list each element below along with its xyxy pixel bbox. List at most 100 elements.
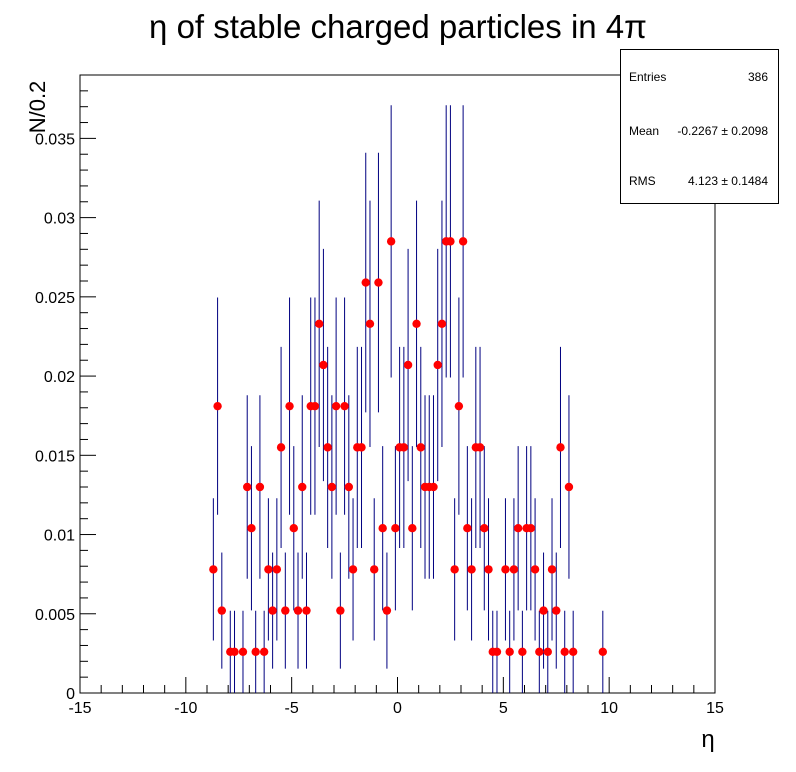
data-point bbox=[378, 524, 387, 533]
data-point bbox=[374, 278, 383, 287]
data-point bbox=[255, 482, 265, 492]
data-point bbox=[543, 647, 552, 656]
axis-ticks bbox=[79, 74, 716, 694]
stats-rms-value: 4.123 ± 0.1484 bbox=[688, 174, 768, 188]
data-point bbox=[314, 319, 324, 328]
stats-mean-row: Mean -0.2267 ± 0.2098 bbox=[629, 124, 768, 138]
data-point bbox=[213, 401, 222, 411]
data-point bbox=[416, 443, 425, 452]
data-point bbox=[331, 401, 341, 411]
data-point bbox=[386, 237, 396, 246]
data-point bbox=[412, 319, 421, 328]
data-point bbox=[243, 482, 252, 492]
stats-box: Entries 386 Mean -0.2267 ± 0.2098 RMS 4.… bbox=[620, 49, 779, 204]
data-point bbox=[217, 606, 227, 615]
data-point bbox=[463, 524, 472, 533]
y-tick-label: 0.025 bbox=[35, 290, 75, 307]
y-tick-label: 0.01 bbox=[44, 528, 75, 545]
data-point bbox=[357, 443, 366, 452]
x-tick-label: 15 bbox=[706, 700, 724, 717]
data-point bbox=[340, 401, 349, 411]
data-point bbox=[365, 319, 375, 328]
data-point bbox=[484, 565, 493, 574]
data-point bbox=[530, 565, 540, 574]
data-point bbox=[492, 647, 502, 656]
data-point bbox=[501, 565, 510, 574]
data-point bbox=[509, 565, 519, 574]
data-point bbox=[264, 565, 273, 574]
data-point bbox=[446, 237, 455, 246]
data-point bbox=[568, 647, 578, 656]
data-point bbox=[560, 647, 569, 656]
data-point bbox=[429, 482, 438, 492]
data-point bbox=[238, 647, 248, 656]
data-point bbox=[526, 524, 536, 533]
data-point bbox=[298, 482, 307, 492]
y-tick-label: 0.035 bbox=[35, 131, 75, 148]
data-point bbox=[344, 482, 354, 492]
data-point bbox=[437, 319, 447, 328]
y-tick-label: 0.015 bbox=[35, 448, 75, 465]
data-point bbox=[323, 443, 332, 452]
x-tick-label: 5 bbox=[499, 700, 508, 717]
data-point bbox=[403, 360, 413, 370]
data-point bbox=[505, 647, 514, 656]
data-point bbox=[535, 647, 544, 656]
data-point bbox=[433, 360, 442, 370]
data-point bbox=[247, 524, 256, 533]
data-point bbox=[370, 565, 379, 574]
data-point bbox=[552, 606, 561, 615]
data-point bbox=[348, 565, 358, 574]
data-point bbox=[285, 401, 294, 411]
data-point bbox=[327, 482, 337, 492]
x-tick-label: -5 bbox=[285, 700, 299, 717]
stats-mean-value: -0.2267 ± 0.2098 bbox=[677, 124, 768, 138]
data-point bbox=[564, 482, 574, 492]
data-point bbox=[302, 606, 311, 615]
data-point bbox=[268, 606, 277, 615]
data-point bbox=[293, 606, 303, 615]
y-axis-label: N/0.2 bbox=[25, 81, 50, 134]
x-axis-label: η bbox=[701, 726, 714, 753]
data-point bbox=[276, 443, 286, 452]
data-point bbox=[382, 606, 392, 615]
stats-entries-label: Entries bbox=[629, 70, 667, 84]
data-point bbox=[598, 647, 608, 656]
stats-rms-row: RMS 4.123 ± 0.1484 bbox=[629, 174, 768, 188]
data-point bbox=[281, 606, 290, 615]
x-tick-label: 0 bbox=[393, 700, 402, 717]
x-tick-label: 10 bbox=[600, 700, 618, 717]
data-markers bbox=[209, 237, 608, 656]
stats-entries-row: Entries 386 bbox=[629, 70, 768, 84]
data-point bbox=[480, 524, 489, 533]
x-tick-label: -15 bbox=[68, 700, 91, 717]
data-point bbox=[539, 606, 548, 615]
data-point bbox=[230, 647, 239, 656]
data-point bbox=[556, 443, 565, 452]
data-point bbox=[209, 565, 218, 574]
data-point bbox=[467, 565, 476, 574]
data-point bbox=[513, 524, 523, 533]
chart-title: η of stable charged particles in 4π bbox=[149, 8, 647, 45]
tick-labels: -15 -10 -5 0 5 10 15 0 0.005 0.01 0.015 0.02 0.025 0.… bbox=[35, 131, 724, 717]
data-point bbox=[475, 443, 485, 452]
data-point bbox=[272, 565, 282, 574]
stats-mean-label: Mean bbox=[629, 124, 660, 138]
stats-rms-label: RMS bbox=[629, 174, 656, 188]
data-point bbox=[289, 524, 298, 533]
data-point bbox=[361, 278, 370, 287]
error-bars bbox=[212, 105, 604, 693]
data-point bbox=[336, 606, 345, 615]
data-point bbox=[251, 647, 260, 656]
data-point bbox=[518, 647, 527, 656]
data-point bbox=[450, 565, 459, 574]
data-point bbox=[259, 647, 269, 656]
data-point bbox=[399, 443, 409, 452]
x-tick-label: -10 bbox=[174, 700, 197, 717]
data-point bbox=[547, 565, 557, 574]
data-point bbox=[454, 401, 464, 411]
data-point bbox=[319, 360, 328, 370]
stats-entries-value: 386 bbox=[747, 70, 768, 84]
y-tick-label: 0.02 bbox=[44, 369, 75, 386]
data-point bbox=[408, 524, 417, 533]
